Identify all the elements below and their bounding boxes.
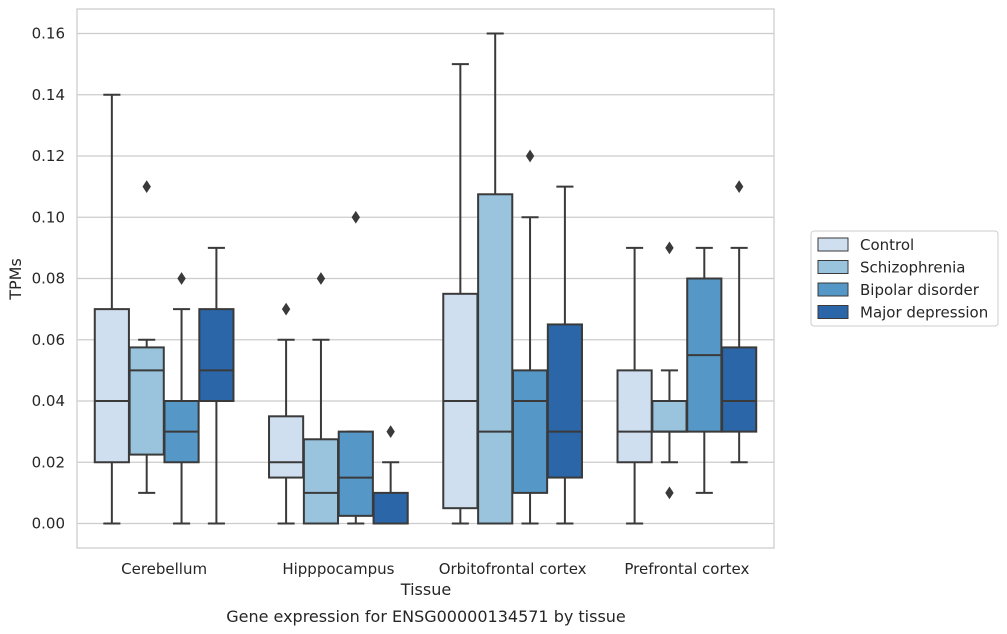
figure-caption: Gene expression for ENSG00000134571 by t… — [226, 607, 626, 626]
box-iqr — [337, 430, 374, 517]
box-control — [93, 93, 130, 525]
box-major-depression — [198, 246, 235, 525]
legend-label: Bipolar disorder — [860, 281, 980, 299]
box-control — [268, 302, 305, 525]
box-major-depression — [721, 180, 758, 464]
legend-swatch — [817, 305, 849, 319]
y-tick-label: 0.14 — [32, 86, 65, 104]
box-plot-marks — [93, 32, 758, 525]
box-iqr — [651, 400, 688, 433]
outlier-point — [734, 180, 744, 194]
x-axis-label: Tissue — [400, 580, 451, 599]
x-tick-label: Hipppocampus — [282, 560, 394, 578]
box-schizophrenia — [477, 32, 514, 525]
box-bipolar-disorder — [163, 272, 200, 525]
box-iqr — [128, 346, 165, 456]
y-axis-label: TPMs — [6, 258, 25, 301]
y-tick-label: 0.12 — [32, 147, 65, 165]
legend-items: Control Schizophrenia Bipolar disorder Majo… — [817, 236, 988, 322]
y-tick-label: 0.02 — [32, 453, 65, 471]
outlier-point — [665, 241, 674, 255]
outlier-point — [665, 486, 674, 500]
outlier-point — [177, 272, 186, 285]
legend-swatch — [817, 282, 849, 297]
y-tick-label: 0.04 — [32, 392, 65, 410]
outlier-point — [316, 272, 326, 285]
legend-swatch — [817, 237, 849, 252]
box-iqr — [198, 308, 235, 402]
x-tick-labels: Cerebellum Hipppocampus Orbitofrontal cort… — [121, 560, 749, 578]
box-iqr — [93, 308, 130, 464]
box-iqr — [477, 193, 514, 525]
box-major-depression — [372, 425, 409, 525]
legend-swatch — [817, 260, 849, 274]
outlier-point — [386, 425, 395, 439]
y-tick-label: 0.00 — [32, 515, 65, 533]
outlier-point — [281, 302, 291, 316]
box-iqr — [721, 346, 758, 433]
box-bipolar-disorder — [686, 246, 723, 494]
y-tick-label: 0.06 — [32, 331, 65, 349]
box-iqr — [302, 438, 340, 525]
box-control — [616, 246, 653, 525]
legend: Control Schizophrenia Bipolar disorder Majo… — [810, 230, 999, 327]
box-bipolar-disorder — [337, 210, 374, 525]
box-major-depression — [546, 185, 583, 525]
box-control — [442, 63, 479, 525]
y-tick-labels: 0.00 0.02 0.04 0.06 0.08 0.10 0.12 0.14 0.16 — [32, 25, 65, 533]
x-tick-label: Prefrontal cortex — [624, 560, 749, 578]
legend-label: Major depression — [860, 304, 988, 322]
box-bipolar-disorder — [511, 149, 549, 525]
legend-frame — [810, 230, 999, 327]
legend-label: Control — [860, 236, 914, 254]
box-iqr — [268, 415, 305, 479]
box-schizophrenia — [302, 272, 340, 525]
box-schizophrenia — [651, 241, 688, 500]
box-iqr — [511, 369, 549, 494]
y-tick-label: 0.10 — [32, 208, 65, 226]
y-tick-label: 0.08 — [32, 270, 65, 288]
y-tick-label: 0.16 — [32, 25, 65, 43]
plot-frame — [76, 8, 775, 549]
outlier-point — [525, 149, 535, 163]
box-iqr — [372, 491, 409, 525]
x-tick-label: Cerebellum — [121, 560, 207, 578]
box-schizophrenia — [128, 180, 165, 494]
outlier-point — [142, 180, 151, 194]
box-iqr — [616, 369, 653, 464]
outlier-point — [351, 210, 360, 224]
box-iqr — [546, 323, 583, 479]
x-tick-label: Orbitofrontal cortex — [439, 560, 587, 578]
legend-label: Schizophrenia — [860, 259, 965, 277]
